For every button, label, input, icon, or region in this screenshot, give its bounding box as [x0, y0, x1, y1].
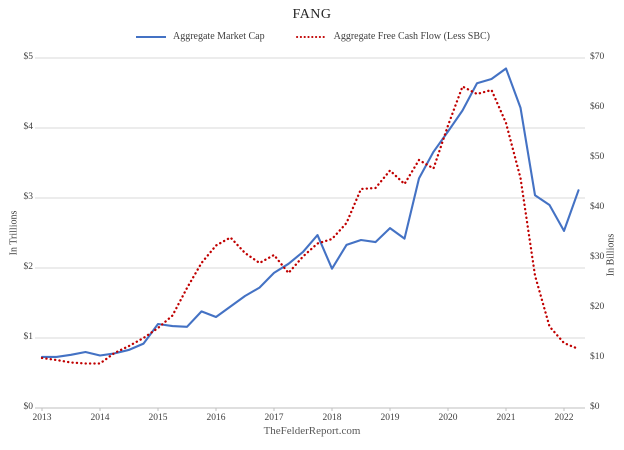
left-axis-tick-label: $3 — [23, 192, 34, 202]
left-axis-tick-label: $2 — [23, 262, 34, 272]
right-axis-tick-label: $70 — [590, 52, 605, 62]
left-axis-tick-label: $4 — [23, 122, 34, 132]
x-axis-tick-label: 2017 — [264, 413, 284, 423]
x-axis-tick-label: 2015 — [148, 413, 168, 423]
legend-label-market-cap: Aggregate Market Cap — [172, 31, 265, 42]
chart-source: TheFelderReport.com — [263, 425, 361, 437]
x-axis-tick-label: 2021 — [496, 413, 516, 423]
legend-dotted-line-icon — [295, 35, 328, 38]
legend-item-market-cap: Aggregate Market Cap — [134, 31, 265, 42]
x-axis-tick-label: 2020 — [438, 413, 458, 423]
legend-item-free-cash-flow: Aggregate Free Cash Flow (Less SBC) — [295, 31, 490, 42]
right-axis-tick-label: $60 — [590, 102, 605, 112]
left-axis-tick-label: $0 — [23, 402, 34, 412]
right-axis-tick-label: $10 — [590, 352, 605, 362]
left-axis-tick-label: $1 — [23, 332, 34, 342]
right-axis-tick-label: $30 — [590, 252, 605, 262]
x-axis-tick-label: 2018 — [322, 413, 342, 423]
legend-solid-line-icon — [135, 35, 166, 38]
right-axis-tick-label: $20 — [590, 302, 605, 312]
left-axis-tick-label: $5 — [23, 52, 34, 62]
x-axis-tick-label: 2016 — [206, 413, 226, 423]
legend-label-free-cash-flow: Aggregate Free Cash Flow (Less SBC) — [333, 31, 490, 42]
x-axis-tick-label: 2014 — [90, 413, 110, 423]
right-axis-tick-label: $40 — [590, 202, 605, 212]
right-axis-tick-label: $0 — [590, 402, 600, 412]
right-axis-title: In Billions — [605, 233, 617, 277]
chart-legend: Aggregate Market Cap Aggregate Free Cash… — [0, 31, 624, 42]
right-axis-tick-label: $50 — [590, 152, 605, 162]
x-axis-tick-label: 2013 — [32, 413, 52, 423]
chart-title: FANG — [292, 7, 332, 22]
x-axis-tick-label: 2022 — [554, 413, 574, 423]
x-axis-tick-label: 2019 — [380, 413, 400, 423]
left-axis-title: In Trillions — [8, 210, 20, 256]
